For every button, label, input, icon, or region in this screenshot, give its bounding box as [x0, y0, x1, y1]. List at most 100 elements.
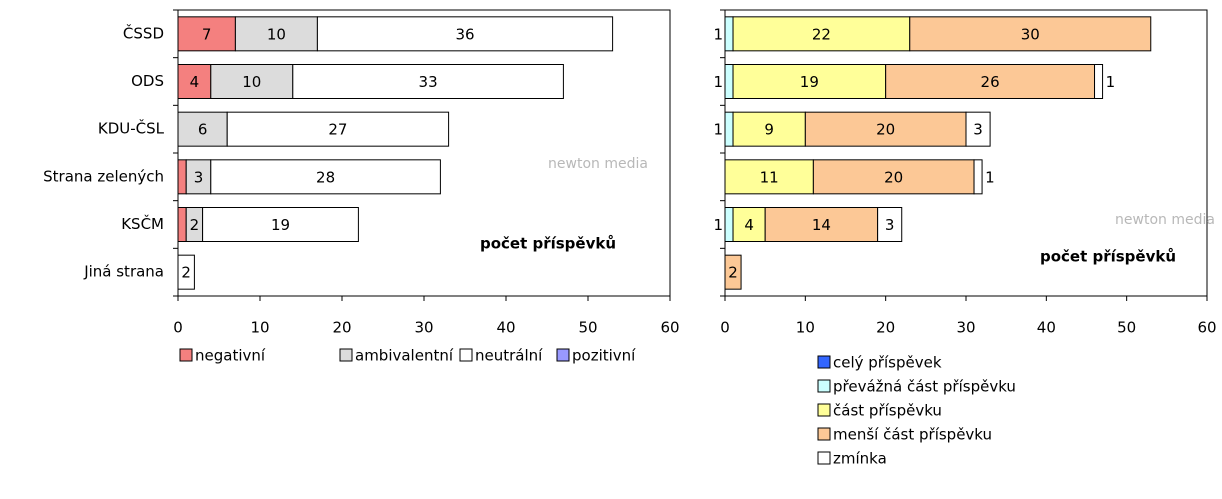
- data-label: 14: [812, 216, 831, 234]
- data-label: 6: [198, 121, 208, 139]
- data-label: 20: [884, 168, 903, 186]
- data-label: 4: [190, 73, 200, 91]
- bar-segment: [724, 207, 734, 242]
- data-label: 3: [885, 216, 895, 234]
- data-label: 2: [728, 264, 738, 282]
- bar-segment: [1094, 64, 1104, 99]
- bar-segment: [177, 207, 187, 242]
- data-label: 20: [876, 121, 895, 139]
- y-tick-label: KDU-ČSL: [98, 119, 165, 138]
- bar-segment: [202, 207, 359, 242]
- legend-swatch: [817, 355, 831, 369]
- data-label: 2: [181, 264, 191, 282]
- axis-label: počet příspěvků: [480, 235, 616, 253]
- legend-swatch: [817, 403, 831, 417]
- data-label: 30: [1021, 25, 1040, 43]
- data-label: 9: [764, 121, 774, 139]
- bar-segment: [909, 16, 1152, 52]
- data-label: 1: [1106, 73, 1116, 91]
- x-tick-label: 0: [173, 319, 183, 337]
- bar-segment: [965, 111, 991, 147]
- data-label: 36: [455, 25, 474, 43]
- data-label: 4: [744, 216, 754, 234]
- data-label: 22: [812, 25, 831, 43]
- y-tick-label: ODS: [131, 72, 164, 90]
- legend-label: neutrální: [475, 347, 543, 365]
- x-tick-label: 30: [414, 319, 433, 337]
- bar-segment: [724, 64, 734, 99]
- bar-segment: [292, 64, 564, 99]
- bar-segment: [877, 207, 903, 242]
- legend-swatch: [179, 348, 193, 362]
- y-tick-label: ČSSD: [123, 23, 164, 42]
- legend-swatch: [817, 451, 831, 465]
- x-tick-label: 40: [496, 319, 515, 337]
- legend-label: menší část příspěvku: [833, 426, 992, 444]
- legend-label: celý příspěvek: [833, 354, 942, 372]
- x-tick-label: 50: [578, 319, 597, 337]
- bar-segment: [724, 254, 742, 290]
- data-label: 33: [419, 73, 438, 91]
- bar-segment: [812, 159, 975, 195]
- bar-segment: [732, 16, 911, 52]
- bar-segment: [724, 111, 734, 147]
- x-tick-label: 60: [1197, 319, 1216, 337]
- bar-segment: [885, 64, 1096, 99]
- legend-swatch: [556, 348, 570, 362]
- data-label: 1: [985, 168, 995, 186]
- data-label: 1: [713, 73, 723, 91]
- bar-segment: [177, 159, 187, 195]
- data-label: 10: [267, 25, 286, 43]
- bar-segment: [185, 159, 212, 195]
- data-label: 26: [981, 73, 1000, 91]
- bar-segment: [177, 254, 195, 290]
- bar-segment: [732, 64, 887, 99]
- legend-swatch: [817, 379, 831, 393]
- legend-label: negativní: [195, 347, 266, 365]
- data-label: 1: [713, 25, 723, 43]
- watermark: newton media: [1115, 212, 1215, 228]
- x-tick-label: 20: [876, 319, 895, 337]
- legend-label: část příspěvku: [833, 402, 942, 420]
- data-label: 1: [713, 121, 723, 139]
- x-tick-label: 0: [720, 319, 730, 337]
- bar-segment: [732, 207, 766, 242]
- bar-segment: [724, 159, 814, 195]
- y-tick-label: KSČM: [121, 214, 164, 233]
- legend-swatch: [339, 348, 353, 362]
- y-tick-label: Jiná strana: [83, 263, 164, 281]
- bar-segment: [724, 16, 734, 52]
- x-tick-label: 10: [250, 319, 269, 337]
- legend-label: zmínka: [833, 450, 887, 468]
- data-label: 28: [316, 168, 335, 186]
- x-tick-label: 40: [1037, 319, 1056, 337]
- y-tick-label: Strana zelených: [43, 167, 164, 185]
- legend-label: ambivalentní: [355, 347, 454, 365]
- axis-label: počet příspěvků: [1040, 248, 1176, 266]
- bar-segment: [210, 159, 441, 195]
- data-label: 19: [800, 73, 819, 91]
- data-label: 27: [328, 121, 347, 139]
- data-label: 2: [190, 216, 200, 234]
- legend-label: převážná část příspěvku: [833, 378, 1016, 396]
- bar-segment: [316, 16, 614, 52]
- x-tick-label: 30: [956, 319, 975, 337]
- bar-segment: [177, 111, 228, 147]
- data-label: 19: [271, 216, 290, 234]
- data-label: 10: [242, 73, 261, 91]
- x-tick-label: 20: [332, 319, 351, 337]
- bar-segment: [226, 111, 450, 147]
- plot-frame: [177, 9, 671, 297]
- bar-segment: [973, 159, 983, 195]
- legend-label: pozitivní: [572, 347, 636, 365]
- watermark: newton media: [548, 156, 648, 172]
- data-label: 1: [713, 216, 723, 234]
- bar-segment: [764, 207, 879, 242]
- legend-swatch: [817, 427, 831, 441]
- x-tick-label: 10: [796, 319, 815, 337]
- x-tick-label: 60: [660, 319, 679, 337]
- data-label: 3: [194, 168, 204, 186]
- x-tick-label: 50: [1117, 319, 1136, 337]
- data-label: 11: [760, 168, 779, 186]
